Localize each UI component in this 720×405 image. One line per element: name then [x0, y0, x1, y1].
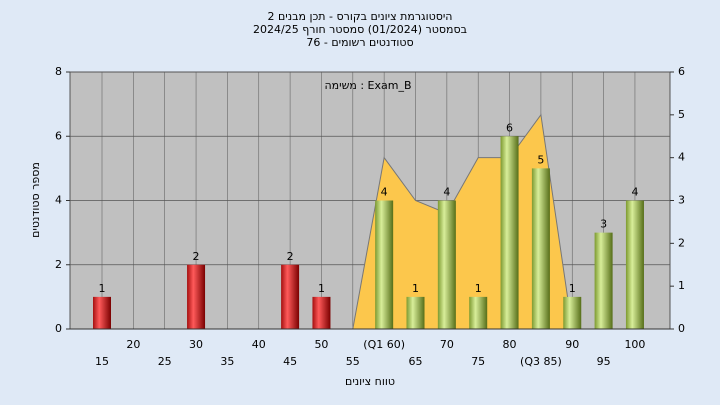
- value-label: 2: [193, 250, 200, 263]
- y-tick-label: 6: [55, 129, 62, 142]
- x-tick-label: 25: [158, 355, 172, 368]
- value-label: 1: [99, 282, 106, 295]
- x-tick-label: 95: [597, 355, 611, 368]
- value-label: 6: [506, 121, 513, 134]
- x-tick-label: 45: [283, 355, 297, 368]
- bar: [531, 168, 550, 329]
- bar: [500, 136, 519, 329]
- value-label: 2: [287, 250, 294, 263]
- x-tick-label: (Q3 85): [520, 355, 562, 368]
- value-label: 1: [318, 282, 325, 295]
- bar: [594, 232, 613, 329]
- x-tick-label: 70: [440, 338, 454, 351]
- x-tick-label: (Q1 60): [363, 338, 405, 351]
- bar: [437, 200, 456, 329]
- x-tick-label: 55: [346, 355, 360, 368]
- title-line: היסטוגרמת ציונים בקורס - תכן מבנים 2: [268, 10, 453, 23]
- bar: [563, 296, 582, 329]
- y-tick-label: 8: [55, 65, 62, 78]
- value-label: 4: [443, 186, 450, 199]
- y2-tick-label: 6: [678, 65, 685, 78]
- value-label: 1: [412, 282, 419, 295]
- y-axis-label: מספר סטודנטים: [29, 162, 42, 238]
- y2-tick-label: 0: [678, 322, 685, 335]
- value-label: 1: [475, 282, 482, 295]
- value-label: 1: [569, 282, 576, 295]
- y2-tick-label: 3: [678, 194, 685, 207]
- x-tick-label: 80: [503, 338, 517, 351]
- x-tick-label: 30: [189, 338, 203, 351]
- x-tick-label: 100: [624, 338, 645, 351]
- x-tick-label: 65: [409, 355, 423, 368]
- y2-tick-label: 2: [678, 236, 685, 249]
- value-label: 3: [600, 218, 607, 231]
- y-tick-label: 0: [55, 322, 62, 335]
- bar: [469, 296, 488, 329]
- x-tick-label: 35: [220, 355, 234, 368]
- bar: [625, 200, 644, 329]
- x-tick-label: 75: [471, 355, 485, 368]
- bar: [312, 296, 331, 329]
- bar: [375, 200, 394, 329]
- x-tick-label: 15: [95, 355, 109, 368]
- bar: [281, 264, 300, 329]
- x-tick-label: 20: [126, 338, 140, 351]
- bar: [187, 264, 206, 329]
- title-line: סטודנטים רשומים - 76: [306, 36, 413, 49]
- y2-tick-label: 4: [678, 151, 685, 164]
- value-label: 4: [631, 186, 638, 199]
- annotation: משימה : Exam_B: [324, 79, 411, 92]
- value-label: 4: [381, 186, 388, 199]
- value-label: 5: [537, 153, 544, 166]
- x-tick-label: 50: [314, 338, 328, 351]
- bar: [406, 296, 425, 329]
- y2-tick-label: 1: [678, 279, 685, 292]
- y2-tick-label: 5: [678, 108, 685, 121]
- y-tick-label: 4: [55, 194, 62, 207]
- title-line: בסמסטר (01/2024) סמסטר חורף 2024/25: [253, 23, 467, 36]
- x-tick-label: 90: [565, 338, 579, 351]
- y-tick-label: 2: [55, 258, 62, 271]
- x-axis-label: טווח ציונים: [345, 375, 395, 388]
- x-tick-label: 40: [252, 338, 266, 351]
- bar: [93, 296, 111, 329]
